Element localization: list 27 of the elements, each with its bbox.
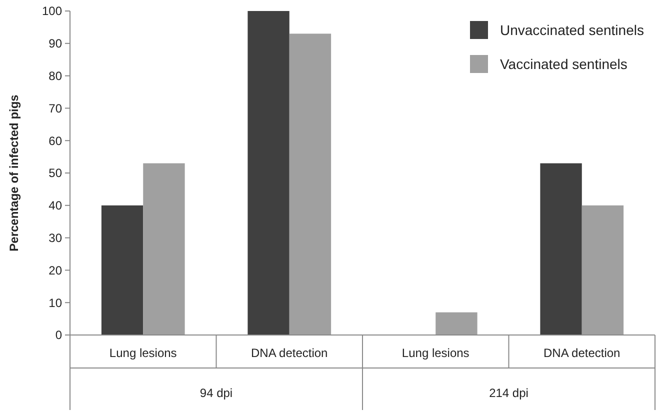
legend-label: Unvaccinated sentinels xyxy=(500,22,644,38)
y-tick-label: 90 xyxy=(48,36,62,51)
y-tick-label: 100 xyxy=(42,4,62,18)
bar xyxy=(143,163,185,335)
bar xyxy=(436,312,478,335)
text: 94 dpi xyxy=(200,386,233,400)
y-tick-label: 80 xyxy=(48,69,62,83)
legend-label: Vaccinated sentinels xyxy=(500,56,628,72)
y-tick-label: 10 xyxy=(48,296,62,310)
y-tick-label: 30 xyxy=(48,231,62,245)
y-tick-label: 70 xyxy=(48,101,62,116)
x-tick-label: DNA detection xyxy=(251,346,328,360)
y-tick-label: 0 xyxy=(55,328,62,342)
x-tick-label: Lung lesions xyxy=(402,346,470,360)
x-tick-label: DNA detection xyxy=(544,346,620,360)
bar xyxy=(540,163,582,335)
y-axis-title: Percentage of infected pigs xyxy=(7,94,21,252)
y-tick-label: 50 xyxy=(48,166,62,180)
bar xyxy=(248,11,290,335)
x-tick-label: Lung lesions xyxy=(109,346,177,360)
text: 214 dpi xyxy=(489,386,528,400)
y-tick-label: 20 xyxy=(48,263,62,278)
bar xyxy=(289,34,332,335)
bar xyxy=(101,205,144,335)
y-tick-label: 40 xyxy=(48,198,62,213)
y-tick-label: 60 xyxy=(48,134,62,148)
bar xyxy=(582,205,624,335)
